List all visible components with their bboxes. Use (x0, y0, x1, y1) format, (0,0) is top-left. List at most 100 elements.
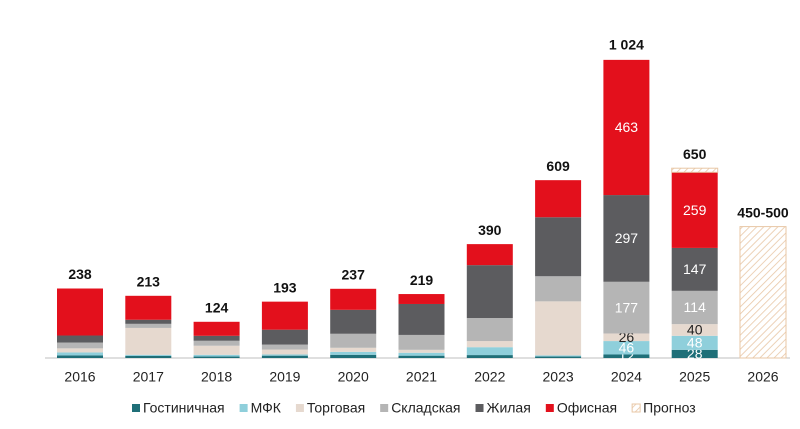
bar-segment (603, 195, 650, 282)
legend-label: Торговая (307, 400, 365, 416)
bar-segment (261, 329, 308, 345)
legend-marker (239, 404, 248, 412)
bar-segment (671, 349, 718, 358)
bar-segment (57, 352, 103, 356)
bar-segment (671, 335, 718, 350)
bar-segment (398, 294, 445, 304)
legend-marker (545, 404, 554, 412)
data-label: 147 (683, 261, 707, 277)
bar-segment (671, 172, 718, 248)
bar-segment (330, 288, 377, 310)
bar-segment (398, 349, 445, 353)
x-tick-label: 2023 (543, 369, 574, 385)
bar-segment (193, 321, 240, 336)
total-label: 609 (546, 158, 570, 174)
legend-label: Жилая (487, 400, 531, 416)
bar-segment (603, 281, 650, 334)
x-tick-label: 2017 (133, 369, 164, 385)
bar-segment (193, 345, 240, 355)
bar-segment (57, 348, 103, 353)
bar-segment (125, 323, 172, 328)
bar-segment (57, 335, 103, 343)
bar-segment (193, 354, 240, 357)
bar-segment (535, 301, 582, 356)
legend-label: Гостиничная (143, 400, 225, 416)
bar-segment (535, 355, 582, 357)
legend-marker (631, 403, 641, 413)
total-label: 450-500 (737, 204, 789, 220)
data-label: 297 (615, 230, 639, 246)
bar-segment (193, 335, 240, 341)
total-label: 124 (205, 299, 229, 315)
x-tick-label: 2020 (338, 369, 369, 385)
bar-segment (398, 355, 445, 358)
bar-segment (603, 333, 650, 342)
bar-segment (535, 276, 582, 302)
bar-segment (603, 341, 650, 355)
bar-segment (466, 355, 513, 358)
bar-segment (261, 344, 308, 350)
x-tick-label: 2024 (611, 369, 642, 385)
total-label: 390 (478, 222, 502, 238)
bar-segment (261, 355, 308, 358)
data-label: 46 (619, 339, 635, 355)
bar-segment (398, 352, 445, 356)
legend-marker (295, 404, 304, 412)
bar-segment (125, 327, 172, 355)
total-label: 193 (273, 279, 297, 295)
bar-segment (261, 301, 308, 330)
bar-segment (466, 341, 513, 348)
bar-segment (466, 265, 513, 318)
bar-segment (466, 317, 513, 342)
bar-segment (125, 295, 172, 320)
bar-segment (330, 347, 377, 352)
bar-segment (671, 167, 719, 173)
bar-segment (671, 290, 718, 325)
data-label: 114 (684, 299, 707, 315)
data-label: 463 (615, 119, 639, 135)
bar-segment (398, 303, 445, 335)
legend-label: Складская (391, 400, 460, 416)
bar-segment (466, 244, 513, 266)
total-label: 238 (68, 266, 92, 282)
x-tick-label: 2021 (406, 369, 437, 385)
bar-segment (330, 333, 377, 348)
bar-segment (739, 226, 787, 359)
x-tick-label: 2022 (474, 369, 505, 385)
bar-segment (535, 217, 582, 277)
total-label: 219 (410, 272, 434, 288)
bar-segment (57, 288, 103, 336)
bar-segment (261, 354, 308, 356)
bar-segment (125, 319, 172, 324)
total-label: 237 (342, 266, 366, 282)
bar-segment (57, 355, 103, 358)
x-tick-label: 2018 (201, 369, 232, 385)
bar-segment (330, 309, 377, 334)
bar-segment (125, 355, 172, 358)
bar-segment (398, 334, 445, 350)
bar-segment (603, 59, 650, 196)
bar-segment (671, 324, 718, 336)
legend-marker (380, 404, 389, 412)
data-label: 48 (687, 335, 703, 351)
bar-segment (261, 349, 308, 355)
bar-segment (535, 180, 582, 218)
data-label: 259 (683, 202, 707, 218)
legend-label: Офисная (557, 400, 617, 416)
legend-marker (132, 404, 140, 412)
data-label: 40 (687, 322, 703, 338)
data-label: 177 (615, 299, 639, 315)
legend-marker (475, 404, 484, 412)
bar-segment (57, 342, 103, 349)
bar-segment (671, 247, 718, 291)
x-tick-label: 2019 (269, 369, 300, 385)
total-label: 1 024 (609, 37, 644, 53)
x-tick-label: 2016 (64, 369, 95, 385)
bar-segment (535, 356, 582, 358)
total-label: 213 (137, 274, 161, 290)
bar-segment (193, 356, 240, 358)
bar-segment (125, 354, 172, 356)
x-tick-label: 2026 (747, 369, 778, 385)
bar-segment (330, 351, 377, 355)
